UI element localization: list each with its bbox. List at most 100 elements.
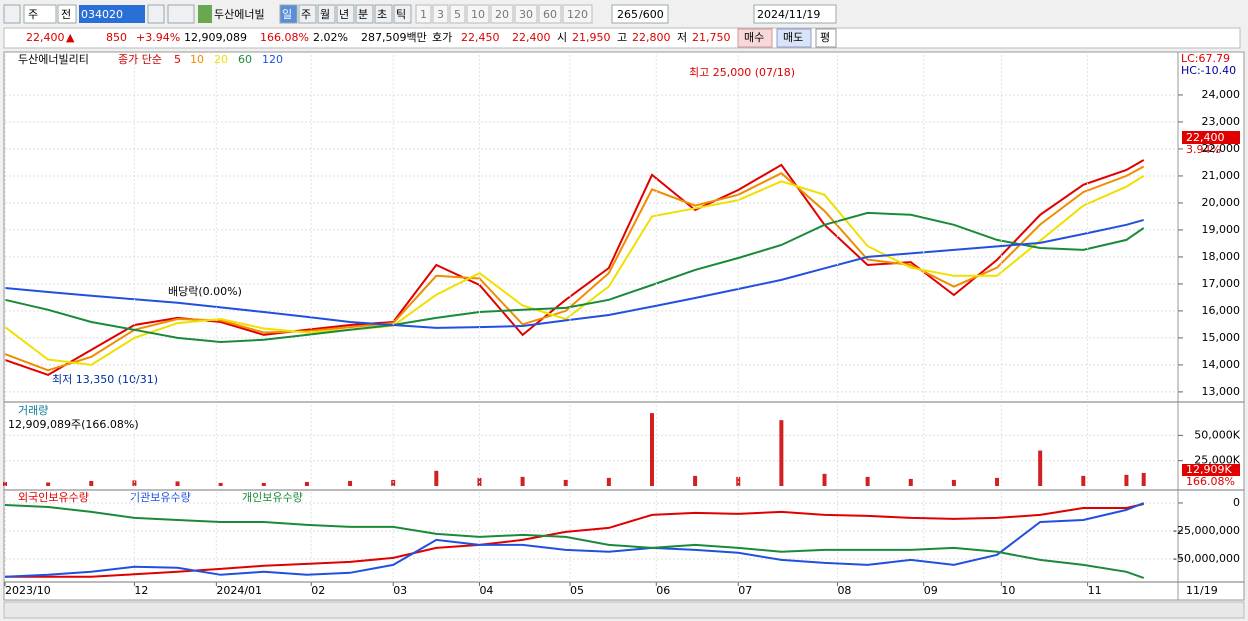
volume-ratio: 166.08% xyxy=(260,31,309,44)
prev-button[interactable] xyxy=(57,4,77,24)
volume-bar xyxy=(649,413,654,486)
x-tick-label: 12 xyxy=(134,584,148,597)
code-input[interactable] xyxy=(79,5,145,23)
sell[interactable]: 매도 xyxy=(783,31,803,44)
count: 265 xyxy=(617,8,638,21)
legend-entry: 60 xyxy=(238,53,252,66)
interval-button[interactable] xyxy=(490,4,514,24)
market-select[interactable] xyxy=(23,4,57,24)
y-tick-label: 16,000 xyxy=(1202,304,1241,317)
volume-bar xyxy=(563,479,568,486)
period[interactable]: 분 xyxy=(358,8,368,21)
volume-bar xyxy=(46,482,51,486)
interval[interactable]: 120 xyxy=(567,8,588,21)
scrollbar[interactable] xyxy=(3,601,1245,619)
interval[interactable]: 20 xyxy=(495,8,509,21)
volume-bar xyxy=(89,480,94,486)
period[interactable]: 틱 xyxy=(396,8,406,21)
open-label: 시 xyxy=(557,31,567,44)
ask-label: 호가 xyxy=(432,31,452,44)
y-tick-label: 17,000 xyxy=(1202,277,1241,290)
period-button[interactable] xyxy=(374,4,393,24)
legend-entry: 20 xyxy=(214,53,228,66)
volume-bar xyxy=(3,481,7,486)
date: 2024/11/19 xyxy=(757,8,820,21)
sell-button[interactable] xyxy=(776,28,812,48)
period-button[interactable] xyxy=(317,4,336,24)
y-tick-label: 13,000 xyxy=(1202,385,1241,398)
interval-button[interactable] xyxy=(514,4,538,24)
x-tick-label: 10 xyxy=(1001,584,1015,597)
chart-area xyxy=(3,51,1179,601)
high-label: 고 xyxy=(617,31,627,44)
menu-button[interactable] xyxy=(3,4,21,24)
period[interactable]: 주 xyxy=(301,8,311,21)
y-tick-label: -25,000,000 xyxy=(1173,524,1240,537)
interval[interactable]: 60 xyxy=(543,8,557,21)
turnover: 2.02% xyxy=(313,31,348,44)
period-button[interactable] xyxy=(279,4,298,24)
volume-bar xyxy=(520,476,525,486)
volume-bar xyxy=(822,473,827,486)
volume-bar xyxy=(1038,450,1043,486)
prev: 전 xyxy=(61,8,71,21)
y-tick-label: -50,000,000 xyxy=(1173,552,1240,565)
x-tick-label: 07 xyxy=(738,584,752,597)
low: 21,750 xyxy=(692,31,731,44)
interval[interactable]: 3 xyxy=(437,8,444,21)
ask: 22,450 xyxy=(461,31,500,44)
period[interactable]: 월 xyxy=(320,8,330,21)
interval-button[interactable] xyxy=(466,4,490,24)
avg[interactable]: 평 xyxy=(820,31,830,44)
search-button[interactable] xyxy=(147,4,165,24)
avg-button[interactable] xyxy=(815,28,837,48)
interval-button[interactable] xyxy=(415,4,432,24)
legend-entry: 개인보유수량 xyxy=(242,491,303,504)
x-tick-label: 03 xyxy=(393,584,407,597)
x-tick-label: 2024/01 xyxy=(216,584,262,597)
period-button[interactable] xyxy=(336,4,355,24)
sound-button[interactable] xyxy=(167,4,195,24)
volume-bar xyxy=(693,475,698,486)
quote-bar: 22,400 ▲ 850 +3.94% 12,909,089 166.08% 2… xyxy=(3,27,1241,49)
period[interactable]: 초 xyxy=(377,8,387,21)
buy[interactable]: 매수 xyxy=(744,31,764,44)
period[interactable]: 년 xyxy=(339,8,349,21)
lc-label: LC:67.79 xyxy=(1181,52,1230,65)
price-tag: 22,400 xyxy=(1186,131,1225,144)
volume-bar xyxy=(132,480,137,486)
volume-rate-tag: 166.08% xyxy=(1186,475,1235,488)
toolbar: 주 전 034020 두산에너빌 265 xyxy=(3,4,265,24)
legend-entry: 120 xyxy=(262,53,283,66)
x-tick-label: 08 xyxy=(837,584,851,597)
new-badge[interactable] xyxy=(198,5,212,23)
y-tick-label: 50,000K xyxy=(1194,428,1240,441)
series-line xyxy=(4,504,1145,579)
interval-button[interactable] xyxy=(432,4,449,24)
date-input[interactable] xyxy=(753,4,837,24)
period[interactable]: 일 xyxy=(282,7,292,21)
series-line xyxy=(4,175,1145,366)
volume-bar xyxy=(261,482,266,486)
period-button[interactable] xyxy=(393,4,412,24)
interval[interactable]: 1 xyxy=(420,8,427,21)
interval-button[interactable] xyxy=(562,4,593,24)
series-line xyxy=(4,502,1145,578)
legend-entry: 외국인보유수량 xyxy=(18,491,89,504)
interval[interactable]: 30 xyxy=(519,8,533,21)
x-tick-label: 06 xyxy=(656,584,670,597)
volume-tag-bg xyxy=(1182,464,1240,476)
y-tick-label: 15,000 xyxy=(1202,331,1241,344)
period-button[interactable] xyxy=(298,4,317,24)
interval[interactable]: 10 xyxy=(471,8,485,21)
interval[interactable]: 5 xyxy=(454,8,461,21)
buy-button[interactable] xyxy=(737,28,773,48)
x-tick-label: 09 xyxy=(924,584,938,597)
volume-bar xyxy=(951,479,956,486)
interval-button[interactable] xyxy=(449,4,466,24)
stock-name: 두산에너빌 xyxy=(214,8,265,21)
count-input[interactable] xyxy=(611,4,669,24)
legend-entry: 5 xyxy=(174,53,181,66)
interval-button[interactable] xyxy=(538,4,562,24)
period-button[interactable] xyxy=(355,4,374,24)
